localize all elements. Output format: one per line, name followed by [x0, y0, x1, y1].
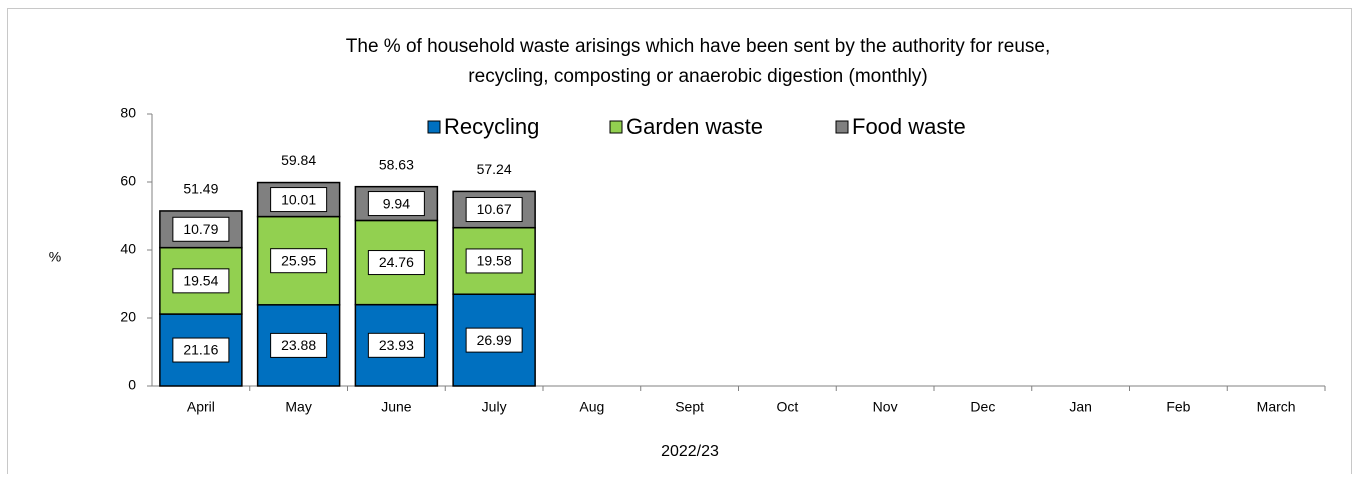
legend-label: Recycling [444, 114, 539, 139]
value-label: 10.79 [183, 221, 218, 237]
value-label-box [465, 327, 523, 353]
y-tick-label: 0 [128, 377, 136, 393]
x-tick-label: Jan [1069, 399, 1092, 415]
x-tick-label: April [187, 399, 215, 415]
value-label: 21.16 [183, 342, 218, 358]
x-tick-label: May [285, 399, 311, 415]
value-label: 9.94 [383, 195, 410, 211]
total-label: 59.84 [281, 152, 316, 168]
total-label: 57.24 [477, 161, 512, 177]
value-label-box [270, 332, 328, 358]
y-tick-label: 20 [120, 309, 136, 325]
total-label: 58.63 [379, 156, 414, 172]
x-tick-label: March [1257, 399, 1296, 415]
y-axis-label: % [49, 249, 61, 265]
legend-swatch [835, 120, 849, 134]
legend-label: Garden waste [626, 114, 763, 139]
chart-title: The % of household waste arisings which … [346, 36, 1050, 57]
x-tick-label: Sept [675, 399, 704, 415]
value-label-box [367, 250, 425, 276]
value-label: 10.67 [477, 201, 512, 217]
x-tick-label: Dec [970, 399, 995, 415]
total-label: 51.49 [183, 181, 218, 197]
value-label: 19.54 [183, 273, 218, 289]
value-label: 19.58 [477, 253, 512, 269]
legend-swatch [609, 120, 623, 134]
value-label-box [172, 216, 230, 242]
x-tick-label: Oct [776, 399, 798, 415]
x-axis-label: 2022/23 [661, 443, 719, 460]
value-label-box [270, 248, 328, 274]
x-tick-label: July [482, 399, 507, 415]
y-tick-label: 40 [120, 241, 136, 257]
value-label-box [367, 191, 425, 217]
value-label-box [465, 248, 523, 274]
x-tick-label: Aug [579, 399, 604, 415]
value-label-box [172, 268, 230, 294]
x-tick-label: Nov [873, 399, 898, 415]
chart-title: recycling, composting or anaerobic diges… [468, 66, 927, 87]
legend-label: Food waste [852, 114, 966, 139]
value-label: 23.88 [281, 337, 316, 353]
value-label-box [270, 187, 328, 213]
legend-swatch [427, 120, 441, 134]
value-label-box [172, 337, 230, 363]
value-label: 25.95 [281, 252, 316, 268]
value-label-box [367, 332, 425, 358]
y-tick-label: 60 [120, 173, 136, 189]
y-tick-label: 80 [120, 105, 136, 121]
x-tick-label: Feb [1166, 399, 1190, 415]
value-label-box [465, 197, 523, 223]
value-label: 26.99 [477, 332, 512, 348]
value-label: 10.01 [281, 191, 316, 207]
x-tick-label: June [381, 399, 412, 415]
value-label: 24.76 [379, 254, 414, 270]
value-label: 23.93 [379, 337, 414, 353]
